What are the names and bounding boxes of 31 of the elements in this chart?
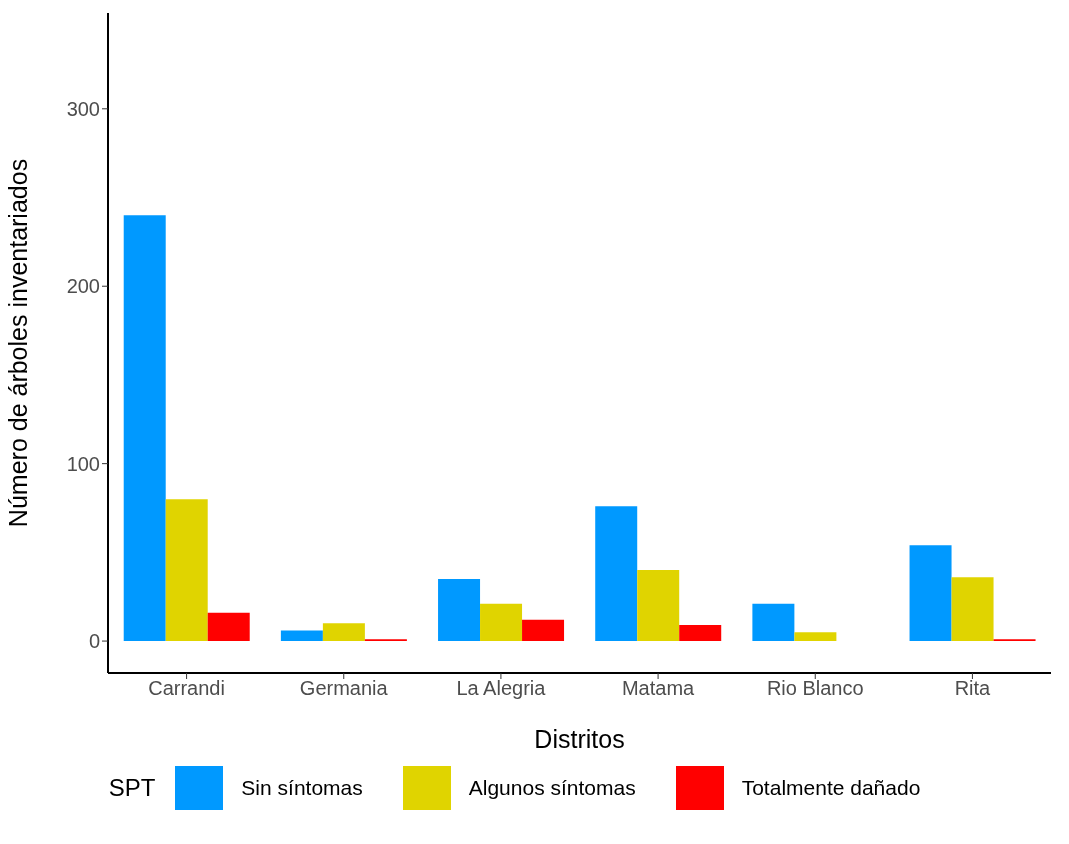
x-tick-label: Rita [954,677,992,700]
bar [480,603,523,642]
bar [438,578,481,642]
x-tick-label: La Alegria [456,677,547,700]
bar [322,623,365,642]
bar [522,619,565,642]
legend-label: Algunos síntomas [468,776,636,800]
bar [280,630,323,642]
legend-label: Totalmente dañado [741,776,921,800]
legend-label: Sin síntomas [241,776,363,800]
x-tick-label: Carrandi [148,677,225,700]
bar [679,625,722,642]
bar [637,570,680,642]
y-axis-title: Número de árboles inventariados [3,158,32,528]
y-tick-label: 0 [88,630,100,653]
legend-title: SPT [108,774,156,802]
bar [595,506,638,642]
bar [794,632,837,642]
x-tick-label: Matama [621,677,696,700]
y-tick-label: 100 [66,452,100,475]
bar [951,577,994,642]
x-axis-title: Distritos [534,725,625,753]
bar [909,545,952,642]
x-tick-label: Rio Blanco [766,677,864,700]
x-tick-label: Germania [299,677,389,700]
y-tick-label: 200 [66,275,100,298]
bar [207,612,250,642]
bar [123,215,166,642]
bar [752,603,795,642]
y-tick-label: 300 [66,97,100,120]
bar [165,499,208,642]
